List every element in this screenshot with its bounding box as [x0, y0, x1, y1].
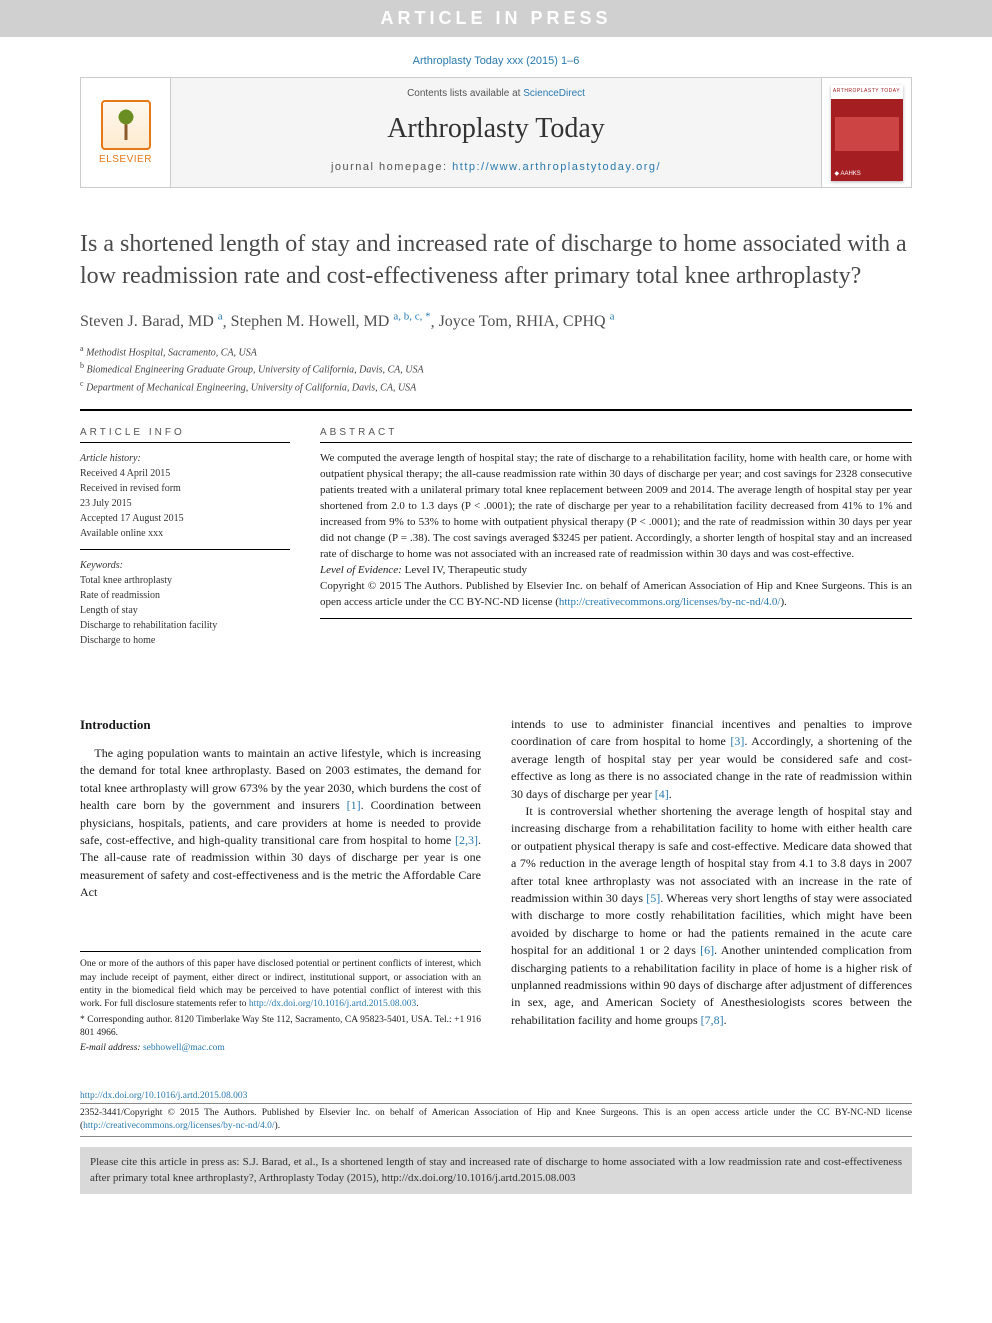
history-line: 23 July 2015 [80, 496, 290, 511]
introduction-section: Introduction The aging population wants … [80, 716, 912, 1055]
coi-footnote: One or more of the authors of this paper… [80, 958, 481, 1011]
article-history-block: Article history: Received 4 April 2015 R… [80, 442, 290, 549]
doi-footer-block: http://dx.doi.org/10.1016/j.artd.2015.08… [80, 1090, 912, 1138]
affil-text: Methodist Hospital, Sacramento, CA, USA [86, 347, 257, 358]
keyword: Rate of readmission [80, 588, 290, 603]
intro-paragraph: The aging population wants to maintain a… [80, 745, 481, 902]
author-affil-sup: a [610, 311, 615, 323]
keyword: Total knee arthroplasty [80, 573, 290, 588]
intro-column-right: intends to use to administer financial i… [511, 716, 912, 1055]
corresponding-author-footnote: * Corresponding author. 8120 Timberlake … [80, 1014, 481, 1041]
history-line: Received 4 April 2015 [80, 466, 290, 481]
author-affil-sup: a [218, 311, 223, 323]
author-name: Steven J. Barad, MD [80, 313, 214, 330]
abstract-head: ABSTRACT [320, 417, 912, 442]
history-line: Accepted 17 August 2015 [80, 511, 290, 526]
cover-thumbnail-block: ARTHROPLASTY TODAY ◆ AAHKS [821, 78, 911, 187]
author: Stephen M. Howell, MD a, b, c, * [231, 313, 431, 330]
abstract-body: We computed the average length of hospit… [320, 452, 912, 560]
journal-homepage-link[interactable]: http://www.arthroplastytoday.org/ [452, 161, 661, 173]
introduction-head: Introduction [80, 716, 481, 735]
cover-society: ◆ AAHKS [835, 170, 861, 177]
keyword: Discharge to home [80, 633, 290, 648]
article-title: Is a shortened length of stay and increa… [80, 228, 912, 293]
publisher-logo-block: ELSEVIER [81, 78, 171, 187]
author-name: Joyce Tom, RHIA, CPHQ [439, 313, 606, 330]
author: Joyce Tom, RHIA, CPHQ a [439, 313, 615, 330]
homepage-prefix: journal homepage: [331, 161, 452, 173]
keyword: Discharge to rehabilitation facility [80, 618, 290, 633]
journal-masthead: ELSEVIER Contents lists available at Sci… [80, 77, 912, 188]
history-line: Available online xxx [80, 526, 290, 541]
author: Steven J. Barad, MD a [80, 313, 223, 330]
article-info-column: ARTICLE INFO Article history: Received 4… [80, 417, 290, 656]
cc-license-link[interactable]: http://creativecommons.org/licenses/by-n… [559, 596, 781, 608]
history-line: Received in revised form [80, 481, 290, 496]
intro-column-left: Introduction The aging population wants … [80, 716, 481, 1055]
journal-name: Arthroplasty Today [171, 113, 821, 145]
coi-close: . [416, 999, 418, 1009]
email-footnote: E-mail address: sebhowell@mac.com [80, 1042, 481, 1055]
cover-title: ARTHROPLASTY TODAY [831, 85, 903, 99]
sciencedirect-link[interactable]: ScienceDirect [523, 88, 585, 99]
intro-paragraph: intends to use to administer financial i… [511, 716, 912, 803]
cc-license-link[interactable]: http://creativecommons.org/licenses/by-n… [83, 1121, 274, 1131]
footnotes-block: One or more of the authors of this paper… [80, 951, 481, 1055]
affil-sup: b [80, 361, 84, 370]
keywords-block: Keywords: Total knee arthroplasty Rate o… [80, 549, 290, 656]
journal-homepage-line: journal homepage: http://www.arthroplast… [171, 161, 821, 173]
affil-text: Biomedical Engineering Graduate Group, U… [87, 365, 424, 376]
affil-sup: a [80, 344, 84, 353]
contents-available-line: Contents lists available at ScienceDirec… [171, 88, 821, 99]
keyword: Length of stay [80, 603, 290, 618]
affiliation: a Methodist Hospital, Sacramento, CA, US… [80, 343, 912, 360]
publisher-label: ELSEVIER [99, 154, 152, 165]
email-label: E-mail address: [80, 1043, 143, 1053]
citation-top: Arthroplasty Today xxx (2015) 1–6 [0, 37, 992, 77]
abstract-copyright-close: ). [780, 596, 786, 608]
coi-doi-link[interactable]: http://dx.doi.org/10.1016/j.artd.2015.08… [249, 999, 416, 1009]
level-of-evidence-value: Level IV, Therapeutic study [402, 564, 527, 576]
article-info-head: ARTICLE INFO [80, 417, 290, 442]
divider [320, 618, 912, 619]
masthead-center: Contents lists available at ScienceDirec… [171, 78, 821, 187]
issn-copyright-line: 2352-3441/Copyright © 2015 The Authors. … [80, 1103, 912, 1138]
keywords-label: Keywords: [80, 558, 290, 573]
affil-sup: c [80, 379, 84, 388]
cover-image-icon [835, 117, 899, 151]
affil-text: Department of Mechanical Engineering, Un… [86, 382, 416, 393]
corresponding-email-link[interactable]: sebhowell@mac.com [143, 1043, 225, 1053]
article-in-press-banner: ARTICLE IN PRESS [0, 0, 992, 37]
elsevier-tree-icon [101, 100, 151, 150]
author-affil-sup: a, b, c, * [393, 311, 430, 323]
affiliation: b Biomedical Engineering Graduate Group,… [80, 360, 912, 377]
affiliation-list: a Methodist Hospital, Sacramento, CA, US… [80, 343, 912, 405]
cite-this-article-box: Please cite this article in press as: S.… [80, 1147, 912, 1194]
intro-paragraph: It is controversial whether shortening t… [511, 803, 912, 1029]
history-label: Article history: [80, 451, 290, 466]
abstract-column: ABSTRACT We computed the average length … [320, 417, 912, 656]
abstract-text: We computed the average length of hospit… [320, 442, 912, 627]
author-name: Stephen M. Howell, MD [231, 313, 390, 330]
issn-copy-close: ). [275, 1121, 281, 1131]
affiliation: c Department of Mechanical Engineering, … [80, 378, 912, 395]
contents-prefix: Contents lists available at [407, 88, 523, 99]
article-doi-link[interactable]: http://dx.doi.org/10.1016/j.artd.2015.08… [80, 1091, 247, 1101]
level-of-evidence-label: Level of Evidence: [320, 564, 402, 576]
divider [80, 409, 912, 411]
journal-cover-icon: ARTHROPLASTY TODAY ◆ AAHKS [831, 85, 903, 181]
author-list: Steven J. Barad, MD a, Stephen M. Howell… [80, 311, 912, 331]
